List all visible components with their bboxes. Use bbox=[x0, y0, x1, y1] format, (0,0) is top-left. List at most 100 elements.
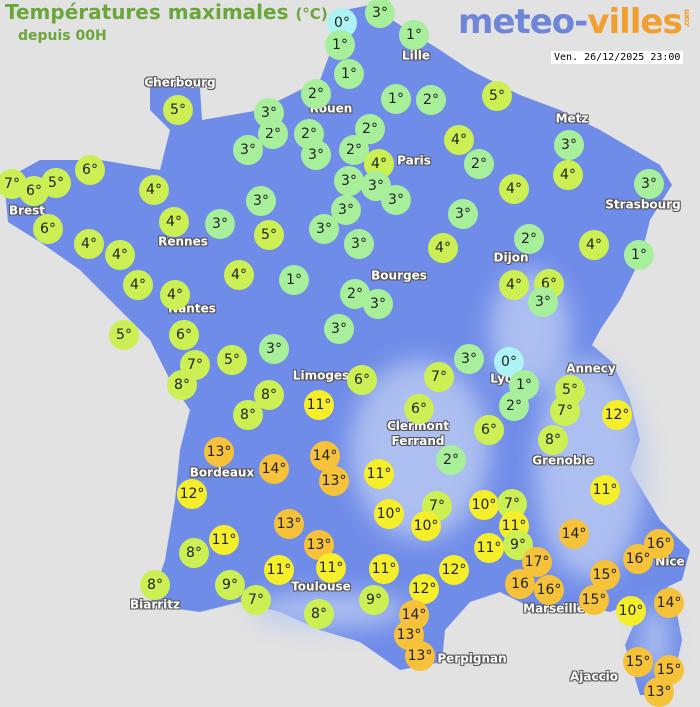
temperature-marker[interactable]: 2° bbox=[416, 85, 446, 115]
temperature-marker[interactable]: 8° bbox=[167, 370, 197, 400]
temperature-marker[interactable]: 13° bbox=[319, 466, 349, 496]
temperature-marker[interactable]: 15° bbox=[623, 647, 653, 677]
temperature-marker[interactable]: 13° bbox=[405, 641, 435, 671]
temperature-marker[interactable]: 15° bbox=[579, 585, 609, 615]
temperature-marker[interactable]: 10° bbox=[374, 499, 404, 529]
temperature-marker[interactable]: 4° bbox=[224, 260, 254, 290]
temperature-marker[interactable]: 13° bbox=[644, 677, 674, 707]
temperature-marker[interactable]: 1° bbox=[325, 30, 355, 60]
temperature-marker[interactable]: 5° bbox=[109, 320, 139, 350]
temperature-marker[interactable]: 3° bbox=[334, 166, 364, 196]
temperature-marker[interactable]: 5° bbox=[482, 81, 512, 111]
temperature-marker[interactable]: 1° bbox=[279, 265, 309, 295]
temperature-marker[interactable]: 9° bbox=[359, 585, 389, 615]
temperature-marker[interactable]: 3° bbox=[233, 135, 263, 165]
meteo-villes-logo[interactable]: meteo-villes.com bbox=[458, 2, 691, 42]
temperature-marker[interactable]: 4° bbox=[553, 160, 583, 190]
temperature-marker[interactable]: 10° bbox=[469, 490, 499, 520]
temperature-marker[interactable]: 7° bbox=[424, 362, 454, 392]
temperature-marker[interactable]: 11° bbox=[304, 390, 334, 420]
temperature-marker[interactable]: 16° bbox=[534, 575, 564, 605]
temperature-marker[interactable]: 16 bbox=[505, 569, 535, 599]
temperature-marker[interactable]: 2° bbox=[464, 149, 494, 179]
temperature-marker[interactable]: 4° bbox=[499, 270, 529, 300]
temperature-marker[interactable]: 4° bbox=[579, 230, 609, 260]
temperature-marker[interactable]: 2° bbox=[499, 391, 529, 421]
temperature-marker[interactable]: 9° bbox=[215, 570, 245, 600]
temperature-marker[interactable]: 12° bbox=[177, 479, 207, 509]
temperature-marker[interactable]: 3° bbox=[448, 199, 478, 229]
temperature-marker[interactable]: 12° bbox=[409, 574, 439, 604]
temperature-marker[interactable]: 4° bbox=[123, 270, 153, 300]
temperature-marker[interactable]: 3° bbox=[365, 0, 395, 28]
temperature-marker[interactable]: 0° bbox=[494, 347, 524, 377]
temperature-marker[interactable]: 3° bbox=[344, 229, 374, 259]
temperature-marker[interactable]: 3° bbox=[309, 214, 339, 244]
temperature-marker[interactable]: 13° bbox=[204, 437, 234, 467]
temperature-marker[interactable]: 3° bbox=[324, 314, 354, 344]
temperature-marker[interactable]: 14° bbox=[559, 519, 589, 549]
temperature-marker[interactable]: 3° bbox=[259, 334, 289, 364]
temperature-marker[interactable]: 11° bbox=[316, 553, 346, 583]
city-label: Bordeaux bbox=[189, 465, 255, 480]
temperature-marker[interactable]: 6° bbox=[75, 155, 105, 185]
temperature-marker[interactable]: 3° bbox=[301, 140, 331, 170]
temperature-marker[interactable]: 2° bbox=[301, 79, 331, 109]
temperature-marker[interactable]: 3° bbox=[634, 169, 664, 199]
temperature-marker[interactable]: 7° bbox=[241, 585, 271, 615]
temperature-marker[interactable]: 7° bbox=[550, 396, 580, 426]
temperature-marker[interactable]: 5° bbox=[217, 345, 247, 375]
temperature-marker[interactable]: 8° bbox=[304, 599, 334, 629]
logo-right: villes bbox=[587, 2, 682, 42]
temperature-marker[interactable]: 1° bbox=[381, 84, 411, 114]
temperature-marker[interactable]: 11° bbox=[364, 459, 394, 489]
temperature-marker[interactable]: 3° bbox=[528, 287, 558, 317]
temperature-marker[interactable]: 5° bbox=[163, 95, 193, 125]
temperature-marker[interactable]: 3° bbox=[381, 185, 411, 215]
temperature-marker[interactable]: 14° bbox=[259, 454, 289, 484]
temperature-marker[interactable]: 8° bbox=[140, 570, 170, 600]
temperature-marker[interactable]: 4° bbox=[444, 125, 474, 155]
temperature-marker[interactable]: 8° bbox=[233, 400, 263, 430]
temperature-marker[interactable]: 4° bbox=[160, 280, 190, 310]
temperature-marker[interactable]: 4° bbox=[428, 233, 458, 263]
temperature-marker[interactable]: 8° bbox=[538, 425, 568, 455]
temperature-marker[interactable]: 8° bbox=[179, 538, 209, 568]
temperature-marker[interactable]: 10° bbox=[411, 511, 441, 541]
temperature-marker[interactable]: 11° bbox=[474, 533, 504, 563]
temperature-marker[interactable]: 13° bbox=[274, 509, 304, 539]
temperature-marker[interactable]: 3° bbox=[331, 195, 361, 225]
temperature-marker[interactable]: 11° bbox=[369, 554, 399, 584]
temperature-marker[interactable]: 3° bbox=[454, 344, 484, 374]
temperature-marker[interactable]: 2° bbox=[514, 224, 544, 254]
temperature-marker[interactable]: 6° bbox=[474, 415, 504, 445]
temperature-marker[interactable]: 4° bbox=[74, 229, 104, 259]
temperature-marker[interactable]: 5° bbox=[41, 168, 71, 198]
temperature-marker[interactable]: 14° bbox=[654, 588, 684, 618]
temperature-marker[interactable]: 4° bbox=[139, 175, 169, 205]
temperature-marker[interactable]: 10° bbox=[616, 596, 646, 626]
temperature-marker[interactable]: 5° bbox=[254, 220, 284, 250]
temperature-marker[interactable]: 3° bbox=[246, 186, 276, 216]
temperature-marker[interactable]: 16° bbox=[623, 544, 653, 574]
temperature-marker[interactable]: 4° bbox=[105, 240, 135, 270]
temperature-marker[interactable]: 6° bbox=[404, 394, 434, 424]
temperature-marker[interactable]: 4° bbox=[499, 174, 529, 204]
temperature-marker[interactable]: 6° bbox=[33, 214, 63, 244]
temperature-marker[interactable]: 3° bbox=[363, 289, 393, 319]
temperature-marker[interactable]: 3° bbox=[205, 209, 235, 239]
temperature-marker[interactable]: 1° bbox=[334, 59, 364, 89]
temperature-marker[interactable]: 1° bbox=[624, 240, 654, 270]
temperature-marker[interactable]: 6° bbox=[347, 365, 377, 395]
temperature-marker[interactable]: 11° bbox=[264, 555, 294, 585]
temperature-marker[interactable]: 11° bbox=[590, 475, 620, 505]
temperature-marker[interactable]: 6° bbox=[169, 320, 199, 350]
temperature-marker[interactable]: 11° bbox=[209, 525, 239, 555]
temperature-marker[interactable]: 4° bbox=[159, 207, 189, 237]
temperature-marker[interactable]: 1° bbox=[399, 20, 429, 50]
temperature-marker[interactable]: 12° bbox=[439, 555, 469, 585]
temperature-marker[interactable]: 3° bbox=[554, 130, 584, 160]
temperature-marker[interactable]: 2° bbox=[436, 445, 466, 475]
temperature-marker[interactable]: 3° bbox=[254, 98, 284, 128]
temperature-marker[interactable]: 12° bbox=[602, 400, 632, 430]
